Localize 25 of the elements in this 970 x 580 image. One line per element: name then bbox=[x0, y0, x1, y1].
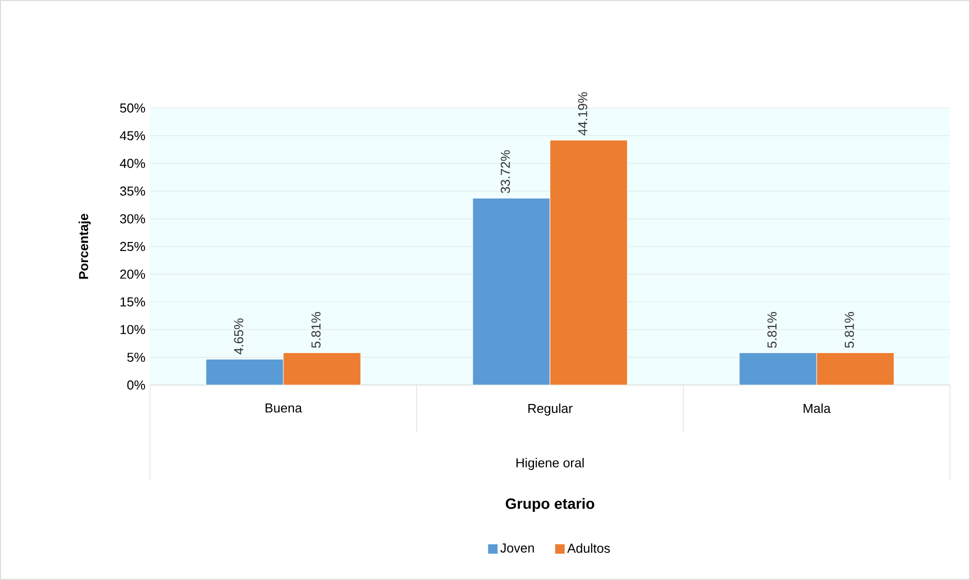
y-tick-label: 50% bbox=[120, 103, 146, 113]
x-tick-label: Buena bbox=[266, 404, 302, 413]
y-tick-label: 45% bbox=[120, 131, 146, 140]
data-label: 33.72% bbox=[500, 150, 510, 194]
data-label: 5.81% bbox=[311, 312, 321, 348]
legend-label: Joven bbox=[500, 544, 534, 553]
data-label: 44.19% bbox=[578, 92, 588, 136]
legend-label: Adultos bbox=[567, 543, 610, 553]
y-tick-label: 35% bbox=[120, 186, 146, 196]
data-label: 5.81% bbox=[767, 312, 777, 348]
y-tick-label: 40% bbox=[120, 158, 146, 168]
x-tick-label: Regular bbox=[528, 404, 572, 416]
data-label: 5.81% bbox=[844, 312, 854, 348]
y-tick-label: 25% bbox=[120, 242, 146, 252]
data-label: 4.65% bbox=[234, 318, 244, 354]
y-axis-title: Porcentaje bbox=[78, 214, 91, 279]
y-tick-label: 20% bbox=[120, 270, 146, 279]
legend-title: Grupo etario bbox=[506, 498, 594, 512]
y-tick-label: 5% bbox=[127, 352, 146, 362]
y-tick-label: 15% bbox=[120, 297, 146, 306]
y-tick-label: 10% bbox=[120, 325, 146, 334]
x-tick-label: Mala bbox=[804, 404, 831, 414]
y-tick-label: 0% bbox=[127, 380, 146, 390]
x-axis-title: Higiene oral bbox=[516, 458, 584, 470]
y-tick-label: 30% bbox=[120, 214, 146, 224]
